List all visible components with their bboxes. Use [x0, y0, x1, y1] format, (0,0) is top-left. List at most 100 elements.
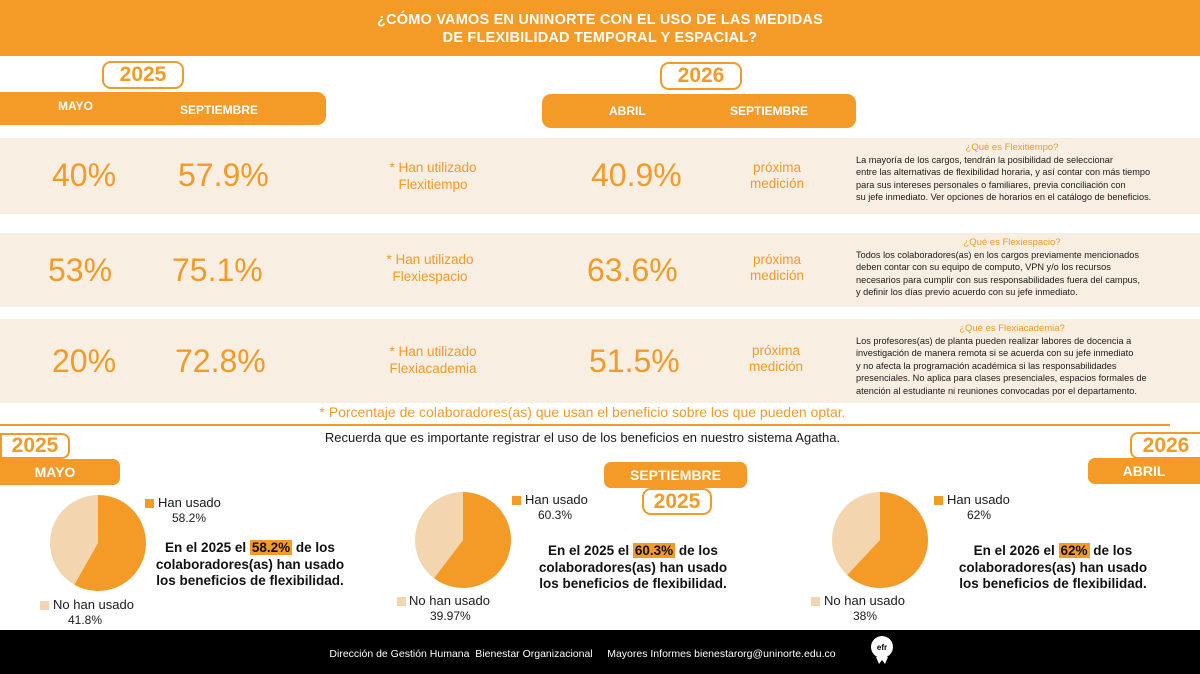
footer-contact-text: Dirección de Gestión Humana Bienestar Or…: [329, 648, 836, 660]
next-line1: próxima: [751, 343, 800, 358]
legend-unused-swatch: [397, 597, 406, 606]
summary-line3: los beneficios de flexibilidad.: [959, 576, 1147, 591]
legend-unused-label: No han usado: [53, 597, 134, 612]
next-line2: medición: [749, 176, 805, 191]
pie-slice-used: [74, 495, 146, 591]
info-line: Todos los colaboradores(as) en los cargo…: [856, 250, 1139, 260]
legend-unused-value: 38%: [853, 609, 878, 623]
legend-unused-swatch: [40, 601, 49, 610]
seal-text: efr: [877, 643, 887, 652]
info-text: Los profesores(as) de planta pueden real…: [856, 335, 1196, 397]
legend-unused-value: 41.8%: [68, 613, 103, 627]
used-label-line2: Flexiacademia: [389, 361, 477, 376]
page-footer: Dirección de Gestión Humana Bienestar Or…: [0, 630, 1200, 674]
summary-line3: los beneficios de flexibilidad.: [156, 573, 344, 588]
month-bar-2025: MAYO SEPTIEMBRE: [0, 92, 326, 125]
efr-seal-icon: efr: [871, 636, 893, 664]
info-title: ¿Qué es Flexiespacio?: [963, 237, 1061, 248]
pct-may: 40%: [52, 157, 117, 193]
summary-line1: En el 2025 el 60.3% de los: [533, 543, 733, 560]
info-text: La mayoría de los cargos, tendrán la pos…: [856, 154, 1190, 204]
pie2-year: 2025: [642, 488, 712, 515]
legend-unused-label: No han usado: [824, 593, 905, 608]
year-2026-label: 2026: [660, 62, 742, 90]
pie-chart-3: [831, 492, 928, 588]
info-title: ¿Qué es Flexitiempo?: [965, 142, 1059, 153]
pct-may: 20%: [52, 343, 117, 379]
pie3-summary: En el 2026 el 62% de los colaboradores(a…: [953, 543, 1153, 593]
summary-highlight: 58.2%: [249, 540, 293, 555]
info-line: para sus intereses personales o familiar…: [856, 179, 1126, 190]
next-measure-label: próxima medición: [735, 252, 819, 284]
pie-slice-used: [434, 492, 512, 588]
pie3-year: 2026: [1130, 432, 1200, 459]
pie-slice-unused: [49, 495, 98, 585]
pct-sept: 57.9%: [178, 157, 269, 193]
used-label: * Han utilizado Flexitiempo: [365, 159, 501, 193]
pie-slice-unused: [831, 492, 880, 575]
month-sept-2026-label: SEPTIEMBRE: [730, 104, 809, 118]
summary-highlight: 62%: [1058, 543, 1090, 558]
page-header: ¿CÓMO VAMOS EN UNINORTE CON EL USO DE LA…: [0, 0, 1200, 56]
pie1-summary: En el 2025 el 58.2% de los colaboradores…: [150, 540, 350, 590]
legend-used-swatch: [145, 499, 154, 508]
summary-line1: En el 2026 el 62% de los: [953, 543, 1153, 560]
info-line: deben contar con su equipo de computo, V…: [856, 262, 1111, 273]
legend-used-label: Han usado: [947, 492, 1010, 507]
info-line: y definir los días previo acuerdo con su…: [856, 287, 1078, 298]
summary-line1: En el 2025 el 58.2% de los: [150, 540, 350, 557]
summary-post: de los: [1093, 543, 1133, 558]
info-line: su jefe inmediato. Ver opciones de horar…: [856, 192, 1152, 203]
summary-line2: colaboradores(as) han usado: [155, 556, 345, 572]
pie3-month: ABRIL: [1088, 458, 1200, 484]
footnote: * Porcentaje de colaboradores(as) que us…: [319, 404, 846, 420]
summary-line2: colaboradores(as) han usado: [958, 559, 1148, 575]
next-line1: próxima: [752, 160, 801, 175]
info-line: atención al estudiante ni reuniones conv…: [856, 385, 1137, 396]
month-sept-2025-label: SEPTIEMBRE: [180, 103, 259, 117]
next-line2: medición: [749, 268, 805, 283]
used-label: * Han utilizado Flexiespacio: [362, 251, 498, 285]
summary-post: de los: [678, 543, 718, 558]
pct-sept: 72.8%: [175, 343, 266, 379]
legend-used-swatch: [512, 496, 521, 505]
month-may-label: MAYO: [58, 99, 93, 113]
summary-highlight: 60.3%: [632, 543, 676, 558]
next-line1: próxima: [752, 252, 801, 267]
pie-slice-unused: [415, 492, 463, 579]
info-line: necesarios para cumplir con sus responsa…: [856, 274, 1140, 285]
year-2025-label: 2025: [102, 61, 184, 89]
summary-pre: En el 2025 el: [165, 540, 247, 555]
pct-april: 63.6%: [587, 252, 678, 288]
legend-used-swatch: [934, 496, 943, 505]
summary-pre: En el 2025 el: [548, 543, 630, 558]
info-line: investigación de manera remota si se acu…: [856, 348, 1134, 359]
info-title: ¿Qué es Flexiacademia?: [959, 323, 1065, 334]
summary-line3: los beneficios de flexibilidad.: [539, 576, 727, 591]
used-label-line1: * Han utilizado: [386, 252, 474, 267]
pct-april: 40.9%: [591, 157, 682, 193]
row-flexiespacio: [0, 233, 1200, 307]
month-bar-2026: ABRIL SEPTIEMBRE: [542, 94, 856, 128]
pie2-summary: En el 2025 el 60.3% de los colaboradores…: [533, 543, 733, 593]
legend-unused-swatch: [811, 597, 820, 606]
pie-chart-1: [49, 495, 146, 591]
pie1-month: MAYO: [0, 459, 120, 485]
row-flexiacademia: [0, 319, 1200, 403]
legend-used-value: 58.2%: [172, 511, 207, 525]
legend-used-value: 60.3%: [538, 508, 573, 522]
pie2-month: SEPTIEMBRE: [604, 462, 747, 488]
info-text: Todos los colaboradores(as) en los cargo…: [856, 249, 1190, 299]
used-label-line2: Flexitiempo: [398, 177, 468, 192]
summary-line2: colaboradores(as) han usado: [538, 559, 728, 575]
pie-chart-2: [415, 492, 512, 588]
pie-slice-used: [847, 492, 928, 588]
summary-post: de los: [295, 540, 335, 555]
info-line: presenciales. No aplica para clases pres…: [856, 373, 1147, 384]
header-title-line1: ¿CÓMO VAMOS EN UNINORTE CON EL USO DE LA…: [377, 12, 823, 28]
summary-pre: En el 2026 el: [973, 543, 1055, 558]
row-flexitiempo: [0, 138, 1200, 214]
legend-unused-value: 39.97%: [430, 609, 471, 623]
pct-sept: 75.1%: [172, 252, 263, 288]
pie1-year: 2025: [0, 433, 70, 459]
